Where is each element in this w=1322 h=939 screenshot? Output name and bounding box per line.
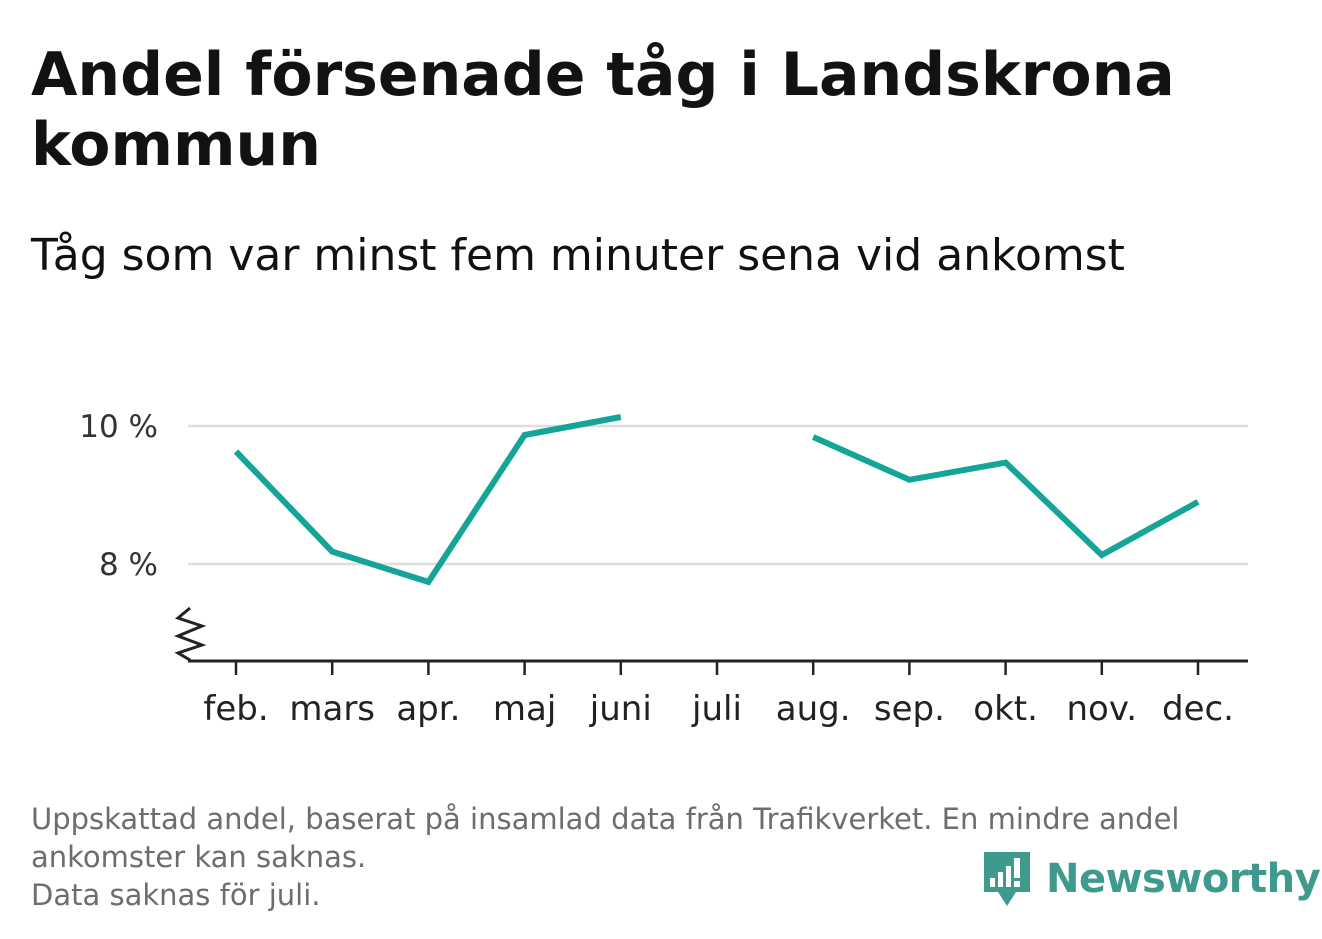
x-tick-label: mars — [289, 689, 375, 729]
x-tick-label: juni — [589, 689, 652, 729]
y-tick-label: 8 % — [99, 547, 158, 583]
footnote: Uppskattad andel, baserat på insamlad da… — [31, 800, 1291, 914]
x-tick-label: dec. — [1162, 689, 1234, 729]
x-tick-label: apr. — [396, 689, 460, 729]
series-line — [233, 414, 622, 586]
series-lines — [233, 414, 1200, 586]
y-axis-ticks: 8 % 10 % — [79, 409, 158, 583]
y-axis-break-icon — [173, 606, 207, 662]
footnote-line: Data saknas för juli. — [31, 878, 321, 912]
x-tick-label: maj — [493, 689, 556, 729]
x-tick-label: sep. — [874, 689, 945, 729]
chart-subtitle: Tåg som var minst fem minuter sena vid a… — [31, 230, 1125, 281]
x-tick-label: nov. — [1066, 689, 1137, 729]
series-line — [811, 434, 1200, 559]
brand-logo: Newsworthy — [980, 848, 1321, 910]
x-tick-label: okt. — [973, 689, 1038, 729]
brand-name: Newsworthy — [1046, 856, 1321, 902]
x-tick-label: feb. — [203, 689, 268, 729]
footnote-line: ankomster kan saknas. — [31, 840, 367, 874]
x-tick-label: juli — [691, 689, 742, 729]
x-tick-label: aug. — [776, 689, 851, 729]
chart-title: Andel försenade tåg i Landskrona kommun — [31, 40, 1175, 180]
newsworthy-logo-icon — [984, 852, 1030, 906]
footnote-line: Uppskattad andel, baserat på insamlad da… — [31, 802, 1180, 836]
y-tick-label: 10 % — [79, 409, 158, 445]
x-axis-ticks: feb. mars apr. maj juni juli aug. sep. okt. nov. d… — [203, 661, 1234, 729]
